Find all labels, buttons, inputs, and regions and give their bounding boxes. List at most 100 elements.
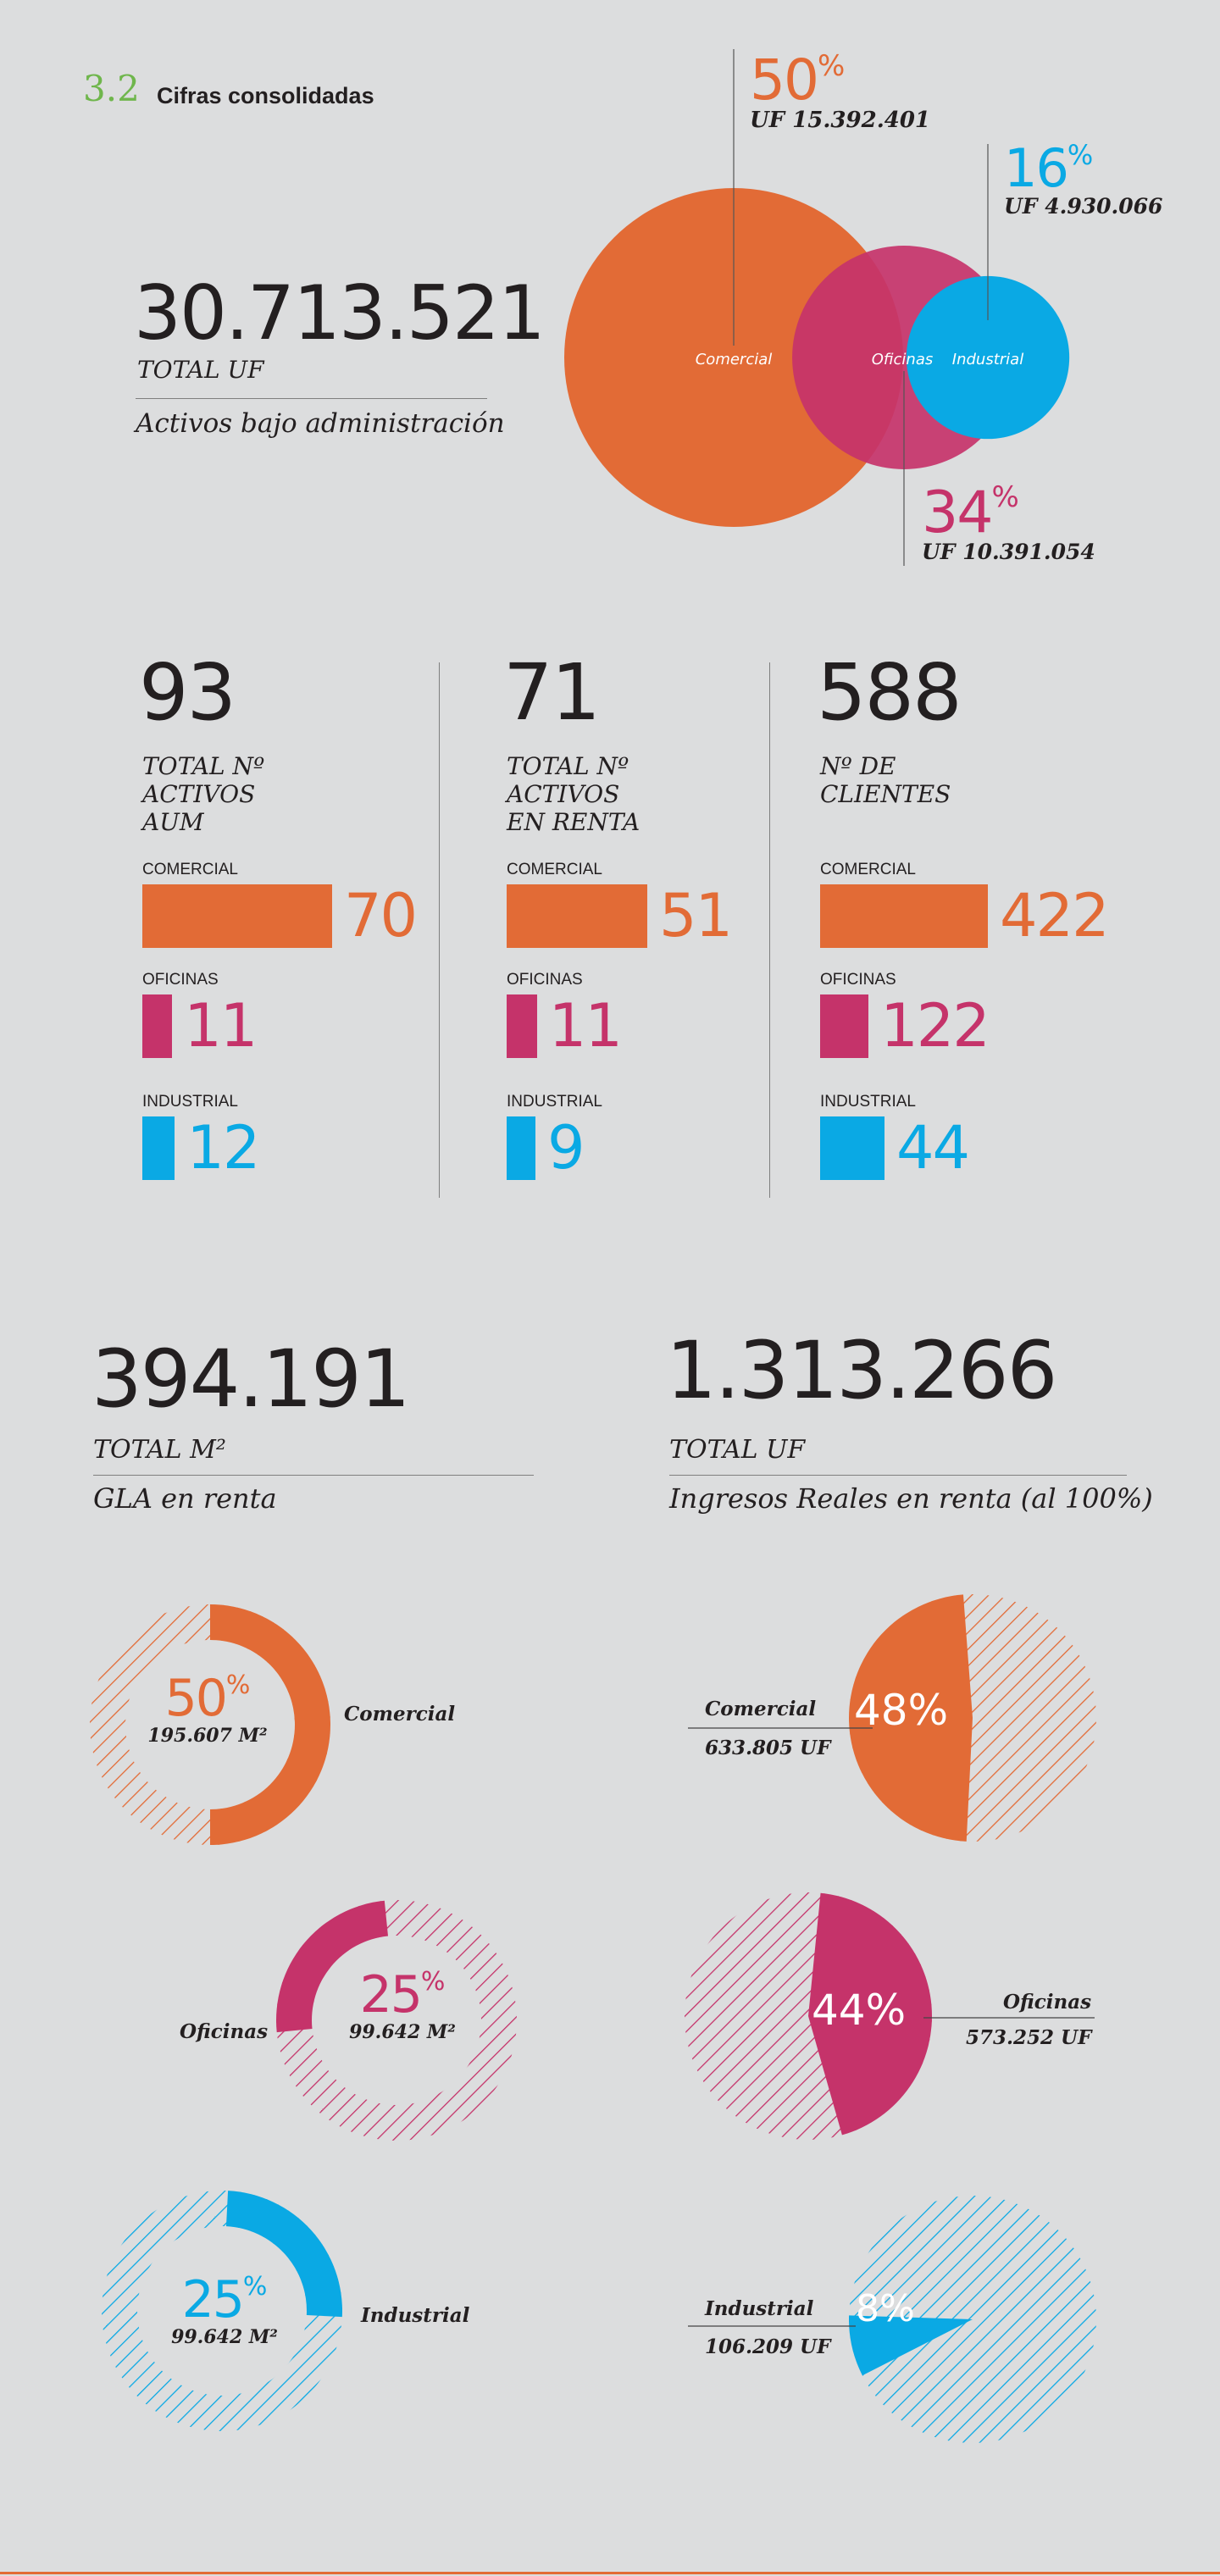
bubble-label-industrial: 16% UF 4.930.066 [1004, 137, 1162, 219]
oficinas-pct: 34 [922, 479, 994, 546]
comercial-pct: 50 [750, 47, 819, 113]
gla-sublabel: GLA en renta [93, 1482, 277, 1515]
comercial-pct-sign: % [817, 49, 846, 83]
column-divider [439, 662, 440, 1198]
column-total: 71 [503, 647, 601, 738]
bar-category-label: INDUSTRIAL [507, 1093, 602, 1111]
bubble-text-comercial: Comercial [696, 351, 773, 368]
bubble-label-comercial: 50% UF 15.392.401 [750, 47, 930, 133]
bar-category-label: COMERCIAL [507, 861, 602, 878]
column-label: TOTAL Nº ACTIVOS AUM [142, 752, 265, 836]
gla-value: 394.191 [92, 1333, 411, 1426]
bubble-text-industrial: Industrial [952, 351, 1023, 368]
ing-industrial-name: Industrial [705, 2297, 814, 2320]
bar-category-label: OFICINAS [820, 971, 896, 989]
total-uf-label: TOTAL UF [137, 356, 264, 384]
bar [820, 884, 988, 948]
ing-comercial-value: 633.805 UF [705, 1737, 831, 1759]
gla-oficinas-pct: 25 [359, 1965, 423, 2025]
bar-category-label: INDUSTRIAL [142, 1093, 238, 1111]
gla-donut-hole [125, 1640, 295, 1809]
bottom-rule [0, 2572, 1220, 2574]
gla-donut-segment [225, 2191, 342, 2318]
ing-comercial-pct: 48% [854, 1686, 949, 1735]
gla-oficinas-sign: % [420, 1967, 446, 1997]
ingresos-pie-slice [849, 2315, 973, 2376]
gla-comercial-sign: % [225, 1670, 251, 1700]
gla-oficinas-name: Oficinas [180, 2020, 269, 2043]
ing-oficinas-name: Oficinas [1003, 1991, 1092, 2014]
bar-category-label: OFICINAS [507, 971, 583, 989]
bubble-comercial [564, 188, 903, 527]
total-uf-sublabel: Activos bajo administración [136, 408, 505, 439]
bar-value: 70 [344, 881, 418, 950]
gla-donut-segment [210, 1604, 330, 1845]
gla-comercial-pct: 50 [164, 1669, 228, 1728]
column-label: Nº DE CLIENTES [820, 752, 951, 808]
ing-industrial-value: 106.209 UF [705, 2335, 831, 2358]
bar [820, 1116, 884, 1180]
ing-comercial-name: Comercial [705, 1698, 817, 1720]
ingresos-pie-slice [808, 1892, 932, 2136]
comercial-uf: UF 15.392.401 [750, 108, 931, 133]
bar [142, 884, 332, 948]
bar-category-label: COMERCIAL [142, 861, 238, 878]
column-label: TOTAL Nº ACTIVOS EN RENTA [507, 752, 640, 836]
gla-donut-hole [137, 2226, 307, 2396]
oficinas-pct-sign: % [991, 480, 1019, 514]
column-total: 588 [817, 647, 962, 738]
ingresos-label: TOTAL UF [669, 1435, 806, 1465]
gla-industrial-name: Industrial [361, 2304, 470, 2327]
bar-value: 9 [547, 1113, 585, 1183]
gla-industrial-pct: 25 [181, 2270, 245, 2329]
bar [507, 1116, 535, 1180]
bar-category-label: INDUSTRIAL [820, 1093, 916, 1111]
bar [142, 1116, 175, 1180]
gla-industrial-sign: % [242, 2272, 268, 2302]
ing-industrial-pct: 8% [856, 2287, 915, 2330]
industrial-uf: UF 4.930.066 [1004, 194, 1163, 219]
gla-comercial-value: 195.607 M² [147, 1725, 268, 1747]
ingresos-value: 1.313.266 [666, 1325, 1057, 1417]
bar-value: 11 [548, 991, 623, 1061]
bar-value: 51 [659, 881, 733, 950]
gla-oficinas-center: 25% 99.642 M² [335, 1965, 470, 2043]
ing-oficinas-pct: 44% [812, 1986, 907, 2035]
oficinas-uf: UF 10.391.054 [922, 540, 1095, 564]
gla-oficinas-value: 99.642 M² [349, 2021, 456, 2043]
bar-value: 122 [880, 991, 990, 1061]
bar [142, 994, 173, 1058]
bar-value: 12 [186, 1113, 260, 1183]
ing-oficinas-value: 573.252 UF [966, 2026, 1092, 2049]
bar [507, 994, 537, 1058]
assets-bubble-chart: Comercial Oficinas Industrial [564, 49, 1070, 566]
bar-value: 422 [1000, 881, 1110, 950]
total-uf-value: 30.713.521 [134, 269, 546, 357]
industrial-pct-sign: % [1067, 139, 1094, 171]
bubble-text-oficinas: Oficinas [872, 351, 934, 368]
section-title: Cifras consolidadas [157, 83, 374, 108]
bar-category-label: OFICINAS [142, 971, 219, 989]
bubble-label-oficinas: 34% UF 10.391.054 [922, 479, 1095, 564]
gla-divider [93, 1475, 534, 1476]
gla-donut-segment [276, 1900, 389, 2033]
ingresos-pie-slice [848, 1594, 973, 1842]
gla-industrial-value: 99.642 M² [171, 2326, 278, 2348]
total-uf-divider [136, 398, 487, 399]
bar [507, 884, 647, 948]
gla-comercial-center: 50% 195.607 M² [136, 1669, 280, 1747]
bubble-industrial [906, 275, 1070, 440]
gla-label: TOTAL M² [93, 1435, 226, 1465]
bar-value: 44 [896, 1113, 970, 1183]
bar-value: 11 [184, 991, 258, 1061]
gla-industrial-center: 25% 99.642 M² [152, 2270, 297, 2348]
industrial-pct: 16 [1004, 137, 1069, 199]
column-divider [769, 662, 770, 1198]
ingresos-divider [669, 1475, 1127, 1476]
bar-category-label: COMERCIAL [820, 861, 916, 878]
section-number: 3.2 [83, 68, 140, 109]
column-total: 93 [139, 647, 236, 738]
gla-comercial-name: Comercial [344, 1703, 456, 1726]
ingresos-sublabel: Ingresos Reales en renta (al 100%) [669, 1482, 1153, 1515]
